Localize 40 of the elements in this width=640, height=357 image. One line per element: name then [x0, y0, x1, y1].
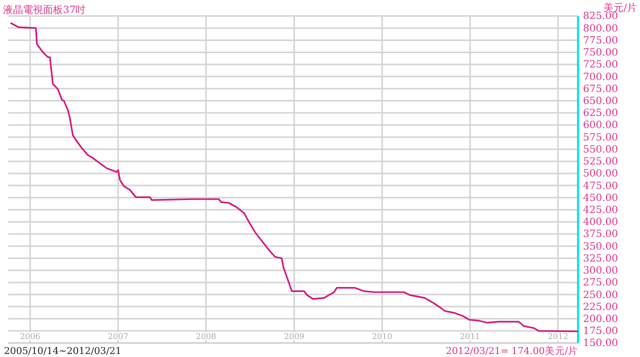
y-tick-label: 625.00	[583, 108, 618, 120]
x-tick-label: 2009	[284, 332, 304, 341]
text: 2005/10/14~2012/03/21	[4, 346, 122, 357]
y-tick-label: 700.00	[583, 72, 618, 83]
y-axis-title: 美元/片	[604, 2, 637, 14]
text: 2012/03/21= 174.00美元/片	[446, 345, 578, 357]
y-tick-label: 825.00	[583, 11, 618, 22]
y-tick-label: 175.00	[583, 326, 618, 338]
y-tick-label: 650.00	[583, 96, 618, 107]
chart-title: 液晶電視面板37吋	[3, 4, 86, 16]
y-tick-label: 600.00	[583, 120, 618, 132]
x-tick-label: 2008	[196, 332, 216, 341]
y-tick-label: 800.00	[583, 23, 618, 34]
y-tick-label: 575.00	[583, 132, 618, 144]
x-tick-label: 2012	[548, 332, 568, 341]
line-series	[10, 22, 578, 332]
y-tick-label: 200.00	[583, 314, 618, 325]
y-tick-label: 350.00	[583, 241, 618, 252]
y-tick-label: 725.00	[583, 60, 618, 71]
y-tick-label: 325.00	[583, 253, 618, 264]
y-tick-label: 375.00	[583, 229, 618, 240]
y-tick-label: 525.00	[583, 156, 618, 168]
y-tick-label: 675.00	[583, 84, 618, 95]
y-tick-label: 450.00	[583, 192, 618, 204]
y-tick-label: 300.00	[583, 266, 618, 277]
x-tick-label: 2007	[108, 332, 128, 341]
y-tick-label: 150.00	[583, 338, 618, 350]
x-tick-label: 2011	[460, 332, 480, 341]
y-tick-label: 250.00	[583, 290, 618, 301]
y-tick-label: 550.00	[583, 144, 618, 156]
x-tick-label: 2006	[20, 332, 40, 341]
y-tick-label: 400.00	[583, 217, 618, 228]
y-tick-label: 750.00	[583, 48, 618, 59]
x-tick-label: 2010	[372, 332, 392, 341]
y-tick-label: 475.00	[583, 180, 618, 192]
y-tick-label: 425.00	[583, 204, 618, 216]
y-tick-label: 275.00	[583, 278, 618, 289]
y-tick-label: 500.00	[583, 168, 618, 180]
y-tick-label: 225.00	[583, 302, 618, 313]
y-tick-label: 775.00	[583, 35, 618, 46]
